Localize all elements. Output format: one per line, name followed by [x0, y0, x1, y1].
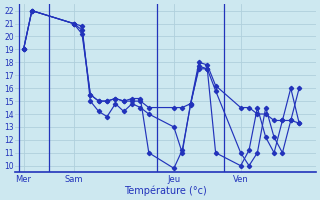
X-axis label: Température (°c): Température (°c)	[124, 185, 207, 196]
